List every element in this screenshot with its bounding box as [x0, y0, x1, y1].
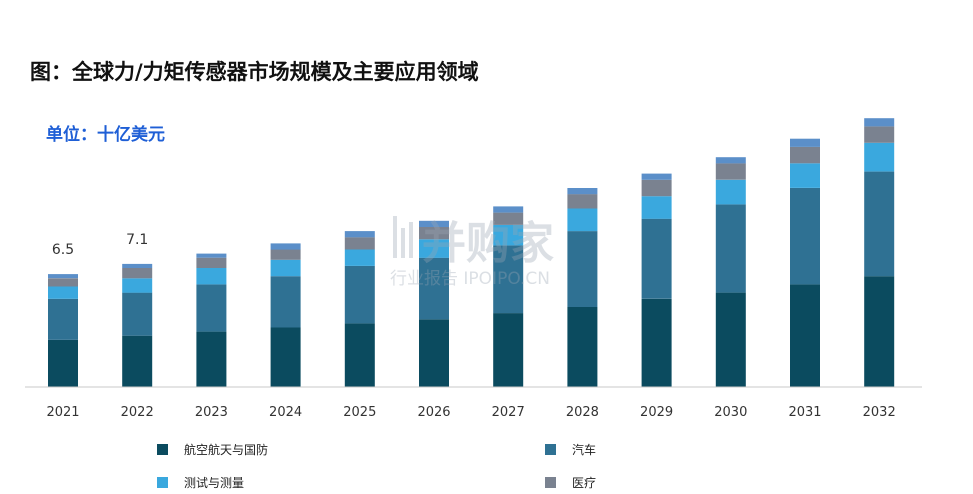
bar-segment-2023-s3 [196, 257, 227, 268]
legend-item-aerospace-defense: 航空航天与国防 [157, 441, 268, 458]
x-tick-label-2029: 2029 [640, 405, 673, 420]
bar-segment-2029-s4 [641, 173, 672, 180]
bar-segment-2029-s3 [641, 179, 672, 197]
bar-segment-2028-s3 [567, 194, 598, 209]
x-tick-label-2024: 2024 [269, 405, 302, 420]
bar-segment-2031-s1 [790, 188, 820, 285]
legend-swatch-automotive [545, 444, 556, 455]
bar-segment-2032-s1 [864, 171, 895, 277]
chart-title: 图：全球力/力矩传感器市场规模及主要应用领域 [30, 60, 479, 84]
bar-segment-2022-s1 [122, 292, 153, 336]
bar-segment-2027-s3 [493, 212, 524, 225]
legend-item-automotive: 汽车 [545, 441, 596, 458]
bar-segment-2028-s2 [567, 208, 598, 232]
bar-segment-2027-s1 [493, 245, 524, 314]
x-tick-label-2023: 2023 [195, 405, 228, 420]
bar-segment-2029-s2 [641, 196, 672, 219]
bar-segment-2024-s0 [270, 327, 301, 387]
x-tick-label-2026: 2026 [417, 405, 450, 420]
legend-item-medical: 医疗 [545, 474, 596, 491]
bar-segment-2026-s0 [419, 319, 449, 387]
bar-segment-2021-s2 [48, 286, 78, 299]
bar-segment-2027-s2 [493, 224, 524, 246]
bar-segment-2027-s4 [493, 206, 524, 213]
bar-segment-2031-s2 [790, 163, 820, 188]
bar-segment-2031-s3 [790, 146, 820, 164]
bar-segment-2028-s1 [567, 231, 598, 307]
bar-segment-2032-s0 [864, 276, 895, 387]
x-tick-label-2022: 2022 [121, 405, 154, 420]
bar-segment-2023-s0 [196, 331, 227, 387]
x-tick-label-2021: 2021 [46, 405, 79, 420]
bar-segment-2029-s0 [641, 298, 672, 387]
bar-segment-2023-s4 [196, 253, 227, 258]
bar-segment-2022-s4 [122, 263, 153, 268]
bar-segment-2021-s1 [48, 298, 78, 340]
bar-segment-2023-s2 [196, 268, 227, 285]
bar-segment-2025-s3 [344, 237, 375, 250]
bar-segment-2031-s4 [790, 138, 820, 147]
x-tick-label-2025: 2025 [343, 405, 376, 420]
legend-swatch-medical [545, 477, 556, 488]
bar-segment-2024-s1 [270, 276, 301, 328]
watermark-logo: 并购家 行业报告 IPOIPO.CN [390, 216, 554, 289]
bar-segment-2030-s3 [715, 163, 746, 180]
bar-segment-2031-s0 [790, 284, 820, 387]
bar-segment-2024-s4 [270, 243, 301, 250]
unit-label: 单位：十亿美元 [46, 125, 165, 145]
bar-segment-2025-s1 [344, 265, 375, 324]
bar-segment-2030-s2 [715, 179, 746, 205]
bar-segment-2029-s1 [641, 218, 672, 299]
x-tick-label-2031: 2031 [788, 405, 821, 420]
bar-segment-2025-s2 [344, 249, 375, 266]
legend-swatch-test-measurement [157, 477, 168, 488]
bar-segment-2024-s2 [270, 259, 301, 277]
bar-segment-2028-s4 [567, 188, 598, 195]
bar-segment-2032-s4 [864, 118, 895, 127]
bar-segment-2023-s1 [196, 284, 227, 332]
bar-segment-2025-s0 [344, 323, 375, 387]
x-tick-label-2028: 2028 [566, 405, 599, 420]
bar-segment-2022-s2 [122, 278, 153, 293]
data-label-2021: 6.5 [52, 242, 74, 258]
bar-segment-2030-s1 [715, 204, 746, 293]
watermark-tagline: 行业报告 IPOIPO.CN [390, 269, 550, 289]
bar-segment-2030-s4 [715, 157, 746, 164]
bar-segment-2021-s0 [48, 339, 78, 387]
bar-segment-2022-s3 [122, 268, 153, 279]
legend-item-test-measurement: 测试与测量 [157, 474, 244, 491]
watermark-brand: 并购家 [422, 218, 554, 269]
bar-segment-2026-s1 [419, 257, 449, 320]
bar-segment-2026-s4 [419, 220, 449, 227]
data-label-2022: 7.1 [126, 232, 148, 248]
bar-segment-2027-s0 [493, 313, 524, 387]
bar-segment-2032-s2 [864, 142, 895, 172]
bar-segment-2024-s3 [270, 249, 301, 260]
legend-swatch-aerospace-defense [157, 444, 168, 455]
bar-segment-2021-s3 [48, 278, 78, 287]
bar-segment-2026-s2 [419, 239, 449, 258]
legend-label-test-measurement: 测试与测量 [184, 476, 245, 490]
bar-segment-2025-s4 [344, 231, 375, 238]
bar-segment-2032-s3 [864, 126, 895, 143]
bar-segment-2021-s4 [48, 274, 78, 279]
legend-label-medical: 医疗 [572, 476, 597, 490]
bar-segment-2028-s0 [567, 307, 598, 387]
x-tick-label-2032: 2032 [863, 405, 896, 420]
legend-label-aerospace-defense: 航空航天与国防 [184, 443, 269, 457]
bar-segment-2026-s3 [419, 227, 449, 240]
legend-label-automotive: 汽车 [572, 443, 597, 457]
bar-segment-2022-s0 [122, 335, 153, 387]
x-tick-label-2030: 2030 [714, 405, 747, 420]
x-tick-label-2027: 2027 [492, 405, 525, 420]
bar-segment-2030-s0 [715, 292, 746, 387]
